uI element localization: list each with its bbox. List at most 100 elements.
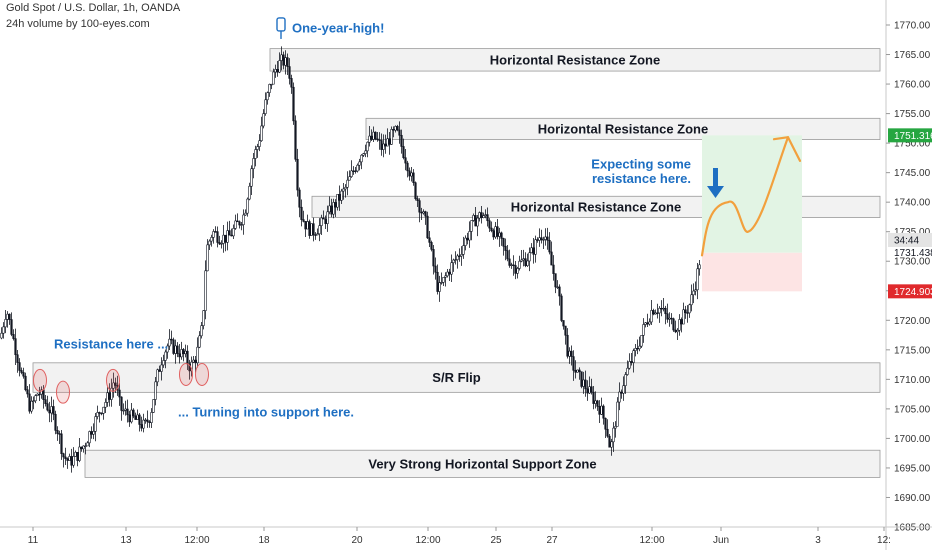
candle-body bbox=[286, 57, 289, 67]
candle-body bbox=[216, 231, 219, 243]
projection-curve bbox=[700, 136, 790, 257]
zone-label: Horizontal Resistance Zone bbox=[538, 121, 708, 136]
candle-body bbox=[274, 69, 277, 73]
candle-body bbox=[436, 271, 439, 292]
y-tick-label: 1730.00 bbox=[894, 257, 931, 268]
candle-body bbox=[50, 406, 53, 414]
y-tick-label: 1720.00 bbox=[894, 316, 931, 327]
candle-body bbox=[70, 456, 73, 466]
candle-body bbox=[638, 345, 641, 350]
candle-body bbox=[524, 258, 527, 267]
candle-body bbox=[182, 349, 185, 355]
candle-body bbox=[618, 391, 621, 403]
x-tick-label: 13 bbox=[120, 535, 132, 546]
candle-body bbox=[168, 338, 171, 347]
candle-body bbox=[176, 345, 179, 355]
candle-body bbox=[338, 194, 341, 201]
candle-body bbox=[400, 134, 403, 147]
candle-body bbox=[152, 399, 155, 413]
candle-body bbox=[460, 254, 463, 257]
x-tick-label: 12:00 bbox=[639, 535, 664, 546]
candle-body bbox=[0, 332, 3, 339]
candle-body bbox=[478, 212, 481, 219]
candle-body bbox=[94, 416, 97, 432]
candle-body bbox=[160, 364, 163, 372]
candle-body bbox=[390, 129, 393, 145]
candle-body bbox=[564, 325, 567, 336]
touch-circle bbox=[179, 362, 193, 386]
candle-body bbox=[678, 319, 681, 331]
zone-label: Horizontal Resistance Zone bbox=[511, 199, 681, 214]
price-axis[interactable]: 1685.00 1690.00 1695.00 1700.00 1705.00 1710.… bbox=[885, 0, 931, 550]
candle-body bbox=[92, 431, 95, 435]
candle-body bbox=[278, 60, 281, 73]
candle-body bbox=[158, 369, 161, 372]
candle-body bbox=[360, 154, 363, 163]
price-tag-bg bbox=[888, 232, 932, 247]
candle-body bbox=[132, 409, 135, 417]
candle-body bbox=[370, 135, 373, 140]
y-tick-label: 1695.00 bbox=[894, 463, 931, 474]
candle-body bbox=[610, 441, 613, 448]
pin-icon bbox=[276, 17, 286, 32]
candle-body bbox=[566, 334, 569, 357]
touch-circle bbox=[33, 368, 47, 392]
candle-body bbox=[410, 172, 413, 177]
candle-body bbox=[520, 259, 523, 262]
candle-body bbox=[680, 319, 683, 325]
candle-body bbox=[568, 350, 571, 357]
candle-body bbox=[632, 350, 635, 363]
candle-body bbox=[230, 234, 233, 237]
candle-body bbox=[86, 442, 89, 447]
candle-body bbox=[570, 350, 573, 357]
x-tick-label: 27 bbox=[546, 535, 558, 546]
candle-body bbox=[162, 360, 165, 366]
candle-body bbox=[642, 324, 645, 336]
candle-body bbox=[344, 186, 347, 190]
candle-body bbox=[142, 419, 145, 429]
candle-body bbox=[288, 66, 291, 79]
candle-body bbox=[282, 54, 285, 66]
candle-body bbox=[510, 264, 513, 266]
candle-body bbox=[148, 421, 151, 423]
candle-body bbox=[326, 211, 329, 224]
candle-body bbox=[218, 242, 221, 245]
candle-body bbox=[542, 239, 545, 241]
candle-body bbox=[666, 313, 669, 320]
candle-body bbox=[66, 458, 69, 461]
candle-body bbox=[342, 188, 345, 192]
candle-body bbox=[596, 400, 599, 407]
candle-body bbox=[34, 395, 37, 402]
candle-body bbox=[546, 236, 549, 241]
candle-body bbox=[616, 401, 619, 427]
candle-body bbox=[106, 392, 109, 403]
candle-body bbox=[544, 236, 547, 240]
annotation-text: resistance here. bbox=[592, 171, 691, 186]
candle-body bbox=[660, 307, 663, 310]
candle-body bbox=[136, 414, 139, 420]
candle-body bbox=[250, 168, 253, 187]
candle-body bbox=[608, 435, 611, 448]
zone-box bbox=[365, 117, 881, 140]
candle-body bbox=[310, 223, 313, 236]
candle-body bbox=[420, 211, 423, 214]
candle-body bbox=[42, 389, 45, 400]
candle-body bbox=[584, 379, 587, 390]
price-tag-label: 1731.438 bbox=[894, 248, 932, 259]
time-axis[interactable]: 11 13 12:00 18 20 12:00 25 27 12:00 Jun 3 12: bbox=[0, 526, 932, 546]
candle-body bbox=[180, 349, 183, 358]
candle-body bbox=[192, 359, 195, 363]
candle-body bbox=[210, 237, 213, 242]
y-tick-label: 1685.00 bbox=[894, 523, 931, 534]
candle-body bbox=[234, 220, 237, 229]
zone-box bbox=[269, 48, 881, 72]
y-tick-label: 1740.00 bbox=[894, 198, 931, 209]
candle-body bbox=[242, 214, 245, 226]
candle-body bbox=[648, 321, 651, 325]
candle-body bbox=[212, 231, 215, 238]
candle-body bbox=[14, 338, 17, 356]
candle-body bbox=[402, 146, 405, 159]
candle-body bbox=[222, 234, 225, 244]
candle-body bbox=[256, 146, 259, 150]
